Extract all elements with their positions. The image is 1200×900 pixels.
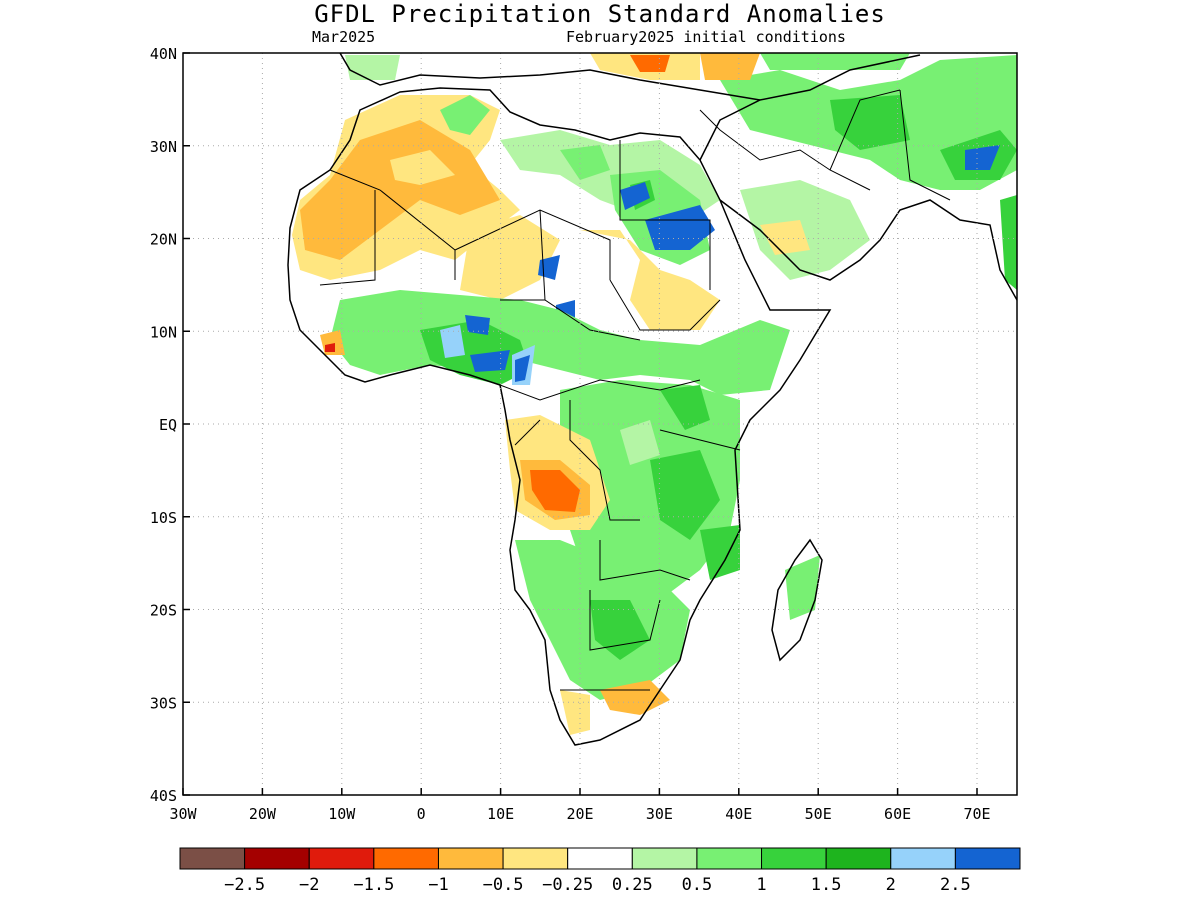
colorbar-label: −0.25 [542,875,593,895]
colorbar-label: 0.5 [682,875,713,895]
anomaly-region [650,450,720,540]
anomaly-region [830,95,910,150]
colorbar-swatch [308,847,375,870]
anomaly-region [440,325,465,358]
anomaly-region [620,182,650,210]
lat-tick-label: EQ [159,416,177,434]
colorbar-swatch [890,847,956,870]
anomaly-region [630,55,670,72]
colorbar-label: −1.5 [353,875,394,895]
lon-tick-label: 30W [169,805,197,823]
anomaly-region [760,220,810,255]
anomaly-region [530,470,580,512]
anomaly-region [700,525,740,580]
colorbar-swatch [373,847,439,870]
anomaly-region [560,145,610,180]
lat-tick-label: 40N [150,45,177,63]
lat-tick-label: 20N [150,231,177,249]
anomaly-region [465,315,490,335]
colorbar-swatch [567,847,633,870]
colorbar-swatch [631,847,698,870]
anomaly-region [330,290,790,395]
anomaly-region [440,95,490,135]
lon-tick-label: 60E [884,805,911,823]
anomaly-region [600,680,670,715]
colorbar-swatch [179,847,246,870]
lon-tick-label: 10E [487,805,514,823]
colorbar-label: 1.5 [811,875,842,895]
colorbar-swatch [502,847,569,870]
anomaly-region [965,145,1000,170]
colorbar-swatch [761,847,827,870]
lat-tick-label: 30N [150,138,177,156]
map-title: GFDL Precipitation Standard Anomalies [314,0,886,28]
anomaly-region [740,180,870,280]
colorbar-label: 2 [886,875,896,895]
lat-tick-label: 10S [150,509,177,527]
colorbar-label: 1 [756,875,766,895]
anomaly-region [590,600,650,660]
anomaly-region [300,120,500,260]
lat-tick-label: 30S [150,694,177,712]
colorbar-label: 2.5 [940,875,971,895]
lat-tick-label: 20S [150,602,177,620]
colorbar-label: −2 [299,875,319,895]
colorbar-swatch [954,847,1021,870]
anomaly-region [620,420,660,465]
anomaly-region [515,355,530,382]
colorbar-label: 0.25 [612,875,653,895]
lon-tick-label: 0 [417,805,426,823]
colorbar-swatch [825,847,892,870]
colorbar-swatch [696,847,763,870]
colorbar-label: −1 [428,875,448,895]
grid-lines [183,53,1017,795]
lon-tick-label: 20E [566,805,593,823]
anomaly-region [470,350,510,372]
anomaly-region [580,230,720,330]
anomaly-shading [292,53,1017,735]
latitude-axis: 40N 30N 20N 10N EQ 10S 20S 30S 40S [150,45,190,805]
anomaly-region [645,205,715,250]
anomaly-region [560,690,590,735]
lon-tick-label: 70E [963,805,990,823]
colorbar-swatch [437,847,504,870]
anomaly-region [325,343,335,352]
colorbar: −2.5 −2 −1.5 −1 −0.5 −0.25 0.25 0.5 1 1.5 2 2.5 [179,847,1021,895]
lon-tick-label: 10W [328,805,356,823]
anomaly-region [345,55,400,80]
lon-tick-label: 20W [249,805,277,823]
forecast-month: Mar2025 [312,28,376,46]
colorbar-swatch [244,847,310,870]
colorbar-label: −2.5 [224,875,265,895]
anomaly-region [390,150,455,185]
lat-tick-label: 10N [150,323,177,341]
anomaly-region [560,380,740,600]
lat-tick-label: 40S [150,787,177,805]
colorbar-label: −0.5 [483,875,524,895]
lon-tick-label: 30E [646,805,673,823]
anomaly-region [1000,195,1017,290]
longitude-axis: 30W 20W 10W 0 10E 20E 30E 40E 50E 60E 70E [169,788,991,823]
country-borders [319,89,951,691]
anomaly-region [700,53,760,80]
lon-tick-label: 40E [725,805,752,823]
coastlines [287,53,1017,746]
lon-tick-label: 50E [805,805,832,823]
anomaly-region [660,385,710,430]
anomaly-region [785,555,820,620]
initial-conditions: February2025 initial conditions [566,28,846,46]
